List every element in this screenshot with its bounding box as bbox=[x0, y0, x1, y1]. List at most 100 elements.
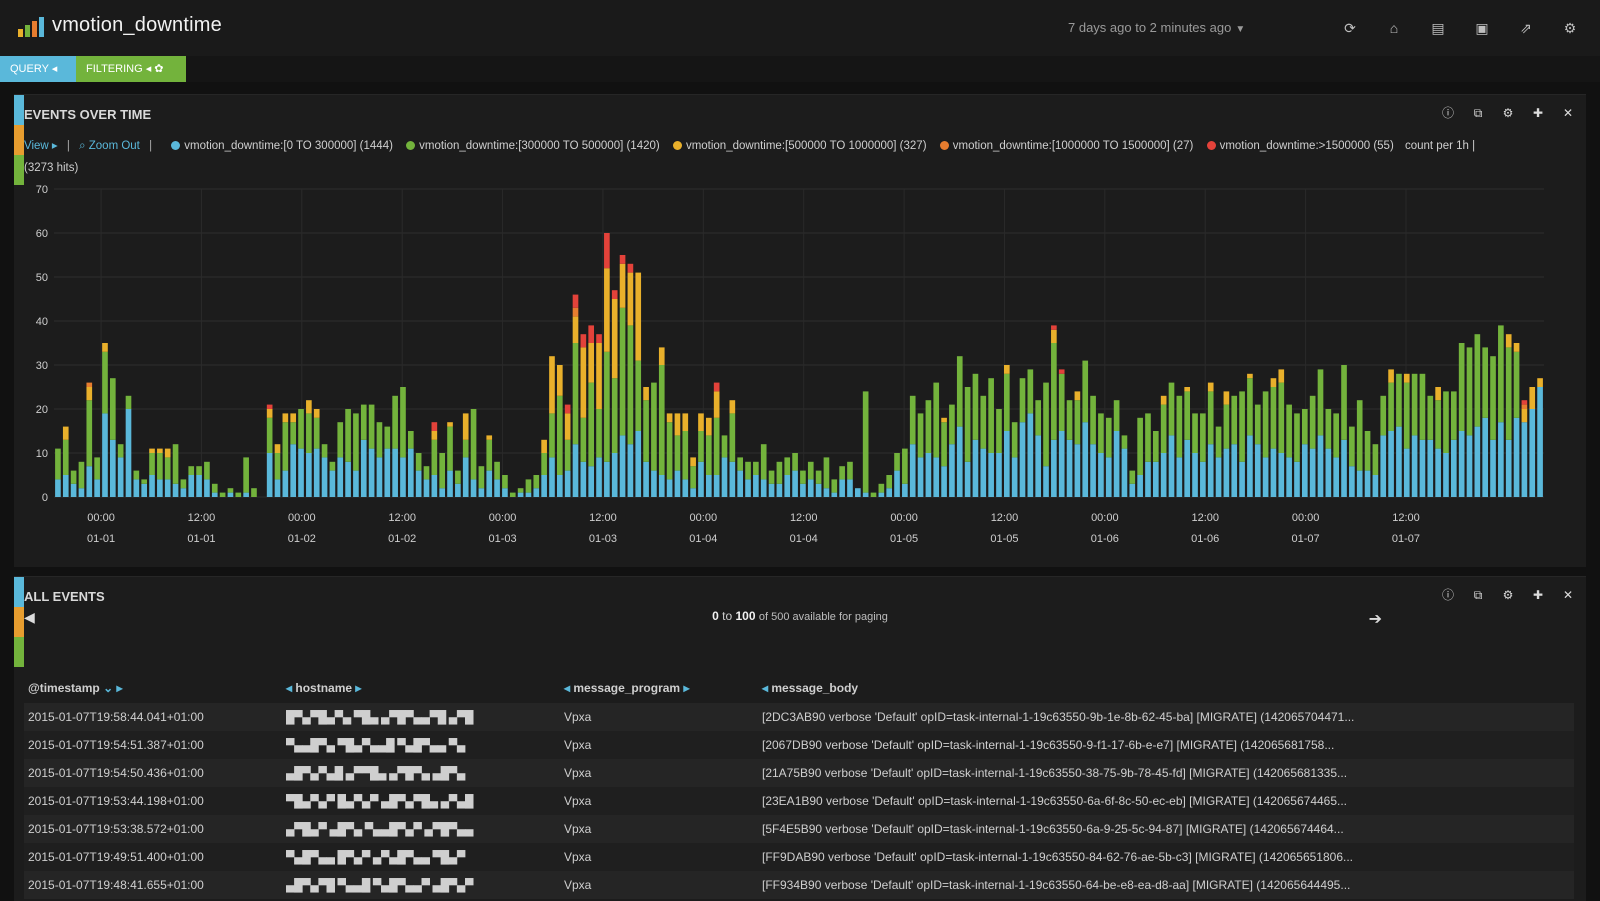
histogram-bar-segment[interactable] bbox=[1051, 325, 1057, 330]
histogram-bar-segment[interactable] bbox=[345, 461, 351, 497]
histogram-bar-segment[interactable] bbox=[1513, 351, 1520, 418]
histogram-bar-segment[interactable] bbox=[980, 448, 987, 497]
histogram-bar-segment[interactable] bbox=[1121, 448, 1128, 497]
histogram-bar-segment[interactable] bbox=[1215, 457, 1222, 497]
move-right-icon[interactable]: ▸ bbox=[355, 681, 362, 695]
histogram-bar-segment[interactable] bbox=[384, 426, 391, 449]
histogram-bar-segment[interactable] bbox=[470, 479, 477, 497]
move-left-icon[interactable]: ◂ bbox=[286, 681, 293, 695]
histogram-bar-segment[interactable] bbox=[1207, 391, 1214, 445]
histogram-bar-segment[interactable] bbox=[1458, 343, 1465, 431]
histogram-bar-segment[interactable] bbox=[455, 483, 461, 497]
histogram-bar-segment[interactable] bbox=[1372, 444, 1379, 475]
histogram-bar-segment[interactable] bbox=[423, 466, 430, 480]
histogram-bar-segment[interactable] bbox=[619, 255, 626, 264]
column-header[interactable]: ◂ hostname ▸ bbox=[282, 673, 560, 703]
histogram-bar-segment[interactable] bbox=[1419, 439, 1426, 497]
histogram-bar-segment[interactable] bbox=[611, 299, 618, 379]
histogram-bar-segment[interactable] bbox=[745, 461, 751, 480]
histogram-bar-segment[interactable] bbox=[1051, 343, 1057, 440]
histogram-bar-segment[interactable] bbox=[1113, 400, 1120, 431]
histogram-bar-segment[interactable] bbox=[447, 470, 453, 497]
histogram-bar-segment[interactable] bbox=[1137, 475, 1143, 497]
histogram-bar-segment[interactable] bbox=[658, 347, 665, 365]
histogram-bar-segment[interactable] bbox=[1309, 395, 1316, 449]
histogram-bar-segment[interactable] bbox=[243, 457, 249, 493]
histogram-bar-segment[interactable] bbox=[619, 435, 626, 497]
histogram-bar-segment[interactable] bbox=[1129, 483, 1136, 497]
histogram-bar-segment[interactable] bbox=[164, 448, 171, 458]
histogram-bar-segment[interactable] bbox=[337, 422, 344, 458]
histogram-bar-segment[interactable] bbox=[274, 479, 281, 497]
histogram-bar-segment[interactable] bbox=[572, 343, 579, 445]
histogram-bar-segment[interactable] bbox=[70, 470, 77, 484]
histogram-bar-segment[interactable] bbox=[690, 488, 696, 497]
table-row[interactable]: 2015-01-07T19:53:44.198+01:00 ▀█▄▀▄▀ █▄▀▄… bbox=[24, 787, 1574, 815]
histogram-bar-segment[interactable] bbox=[972, 373, 979, 440]
histogram-bar-segment[interactable] bbox=[1490, 439, 1496, 497]
histogram-bar-segment[interactable] bbox=[705, 475, 712, 497]
histogram-bar-segment[interactable] bbox=[1152, 431, 1159, 462]
histogram-bar-segment[interactable] bbox=[549, 356, 555, 414]
histogram-bar-segment[interactable] bbox=[564, 439, 571, 471]
histogram-bar-segment[interactable] bbox=[1160, 395, 1167, 405]
histogram-bar-segment[interactable] bbox=[94, 457, 100, 480]
histogram-bar-segment[interactable] bbox=[611, 453, 618, 497]
histogram-bar-segment[interactable] bbox=[1396, 426, 1402, 497]
histogram-bar-segment[interactable] bbox=[290, 413, 297, 423]
histogram-bar-segment[interactable] bbox=[431, 431, 438, 440]
histogram-bar-segment[interactable] bbox=[556, 475, 563, 497]
table-row[interactable]: 2015-01-07T19:54:50.436+01:00 ▄█▀▄▀▄█ ▄▀▀… bbox=[24, 759, 1574, 787]
histogram-bar-segment[interactable] bbox=[1145, 413, 1151, 462]
histogram-bar-segment[interactable] bbox=[847, 479, 853, 497]
histogram-bar-segment[interactable] bbox=[164, 479, 171, 497]
histogram-bar-segment[interactable] bbox=[1537, 378, 1543, 387]
histogram-bar-segment[interactable] bbox=[78, 461, 85, 489]
histogram-bar-segment[interactable] bbox=[721, 457, 728, 497]
histogram-bar-segment[interactable] bbox=[431, 422, 438, 431]
histogram-bar-segment[interactable] bbox=[1254, 444, 1261, 497]
table-row[interactable]: 2015-01-07T19:54:51.387+01:00 ▀▄▄█▀▄ ▀█▄▀… bbox=[24, 731, 1574, 759]
histogram-bar-segment[interactable] bbox=[1349, 466, 1355, 497]
histogram-bar-segment[interactable] bbox=[1529, 387, 1536, 409]
histogram-bar-segment[interactable] bbox=[870, 492, 877, 497]
histogram-bar-segment[interactable] bbox=[149, 475, 155, 497]
histogram-bar-segment[interactable] bbox=[564, 404, 571, 414]
histogram-bar-segment[interactable] bbox=[690, 457, 696, 467]
histogram-bar-segment[interactable] bbox=[1270, 378, 1277, 387]
histogram-bar-segment[interactable] bbox=[1325, 448, 1332, 497]
histogram-bar-segment[interactable] bbox=[549, 457, 555, 497]
histogram-bar-segment[interactable] bbox=[1341, 439, 1347, 497]
histogram-bar-segment[interactable] bbox=[611, 378, 618, 453]
histogram-bar-segment[interactable] bbox=[494, 461, 500, 480]
move-left-icon[interactable]: ◂ bbox=[564, 681, 571, 695]
histogram-bar-segment[interactable] bbox=[133, 470, 140, 480]
histogram-bar-segment[interactable] bbox=[1286, 457, 1292, 497]
histogram-bar-segment[interactable] bbox=[1388, 431, 1394, 497]
histogram-bar-segment[interactable] bbox=[204, 479, 210, 497]
histogram-bar-segment[interactable] bbox=[627, 444, 634, 497]
histogram-bar-segment[interactable] bbox=[949, 444, 955, 497]
histogram-bar-segment[interactable] bbox=[682, 413, 689, 431]
home-icon[interactable]: ⌂ bbox=[1389, 20, 1399, 36]
histogram-bar-segment[interactable] bbox=[690, 466, 696, 489]
histogram-bar-segment[interactable] bbox=[188, 466, 195, 475]
histogram-bar-segment[interactable] bbox=[705, 435, 712, 475]
histogram-bar-segment[interactable] bbox=[125, 409, 132, 497]
histogram-bar-segment[interactable] bbox=[917, 457, 924, 497]
histogram-bar-segment[interactable] bbox=[157, 479, 163, 497]
histogram-bar-segment[interactable] bbox=[643, 461, 649, 497]
histogram-bar-segment[interactable] bbox=[643, 387, 649, 401]
histogram-bar-segment[interactable] bbox=[1043, 382, 1049, 467]
histogram-bar-segment[interactable] bbox=[1176, 395, 1183, 458]
histogram-bar-segment[interactable] bbox=[376, 457, 383, 497]
histogram-bar-segment[interactable] bbox=[1403, 448, 1410, 497]
histogram-bar-segment[interactable] bbox=[713, 475, 720, 497]
gear-icon[interactable]: ⚙ bbox=[1502, 588, 1514, 602]
histogram-bar-segment[interactable] bbox=[1403, 382, 1410, 449]
histogram-bar-segment[interactable] bbox=[604, 233, 610, 269]
histogram-bar-segment[interactable] bbox=[619, 307, 626, 436]
histogram-bar-segment[interactable] bbox=[674, 435, 681, 471]
histogram-bar-segment[interactable] bbox=[290, 422, 297, 445]
histogram-bar-segment[interactable] bbox=[556, 365, 563, 396]
